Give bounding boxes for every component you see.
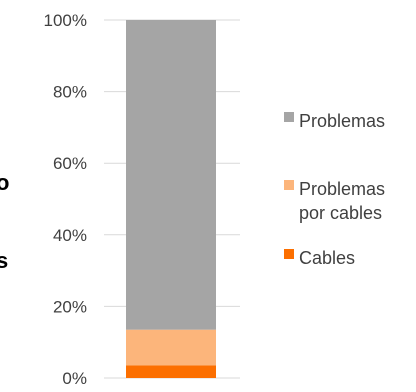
y-tick-label: 20%: [53, 297, 87, 316]
legend: Problemas Problemas por cables Cables: [284, 111, 385, 268]
cropped-text-fragment-1: o: [0, 170, 9, 195]
legend-swatch-cables: [284, 249, 294, 259]
legend-label-problemas-por-cables: Problemas por cables: [299, 179, 385, 223]
y-tick-label: 60%: [53, 154, 87, 173]
legend-label-problemas: Problemas: [299, 111, 385, 131]
y-tick-label: 40%: [53, 226, 87, 245]
y-axis-ticks: 0% 20% 40% 60% 80% 100%: [44, 11, 87, 388]
legend-swatch-problemas: [284, 112, 294, 122]
cropped-text-fragment-2: s: [0, 248, 8, 273]
bar-segment-cables: [126, 365, 216, 378]
legend-swatch-problemas-por-cables: [284, 180, 294, 190]
legend-label-cables: Cables: [299, 248, 355, 268]
bar-segment-problemas: [126, 20, 216, 330]
y-tick-label: 0%: [62, 369, 87, 388]
bar-segment-problemas-por-cables: [126, 329, 216, 366]
y-tick-label: 100%: [44, 11, 87, 30]
y-tick-label: 80%: [53, 83, 87, 102]
bar-stack: [126, 20, 216, 378]
